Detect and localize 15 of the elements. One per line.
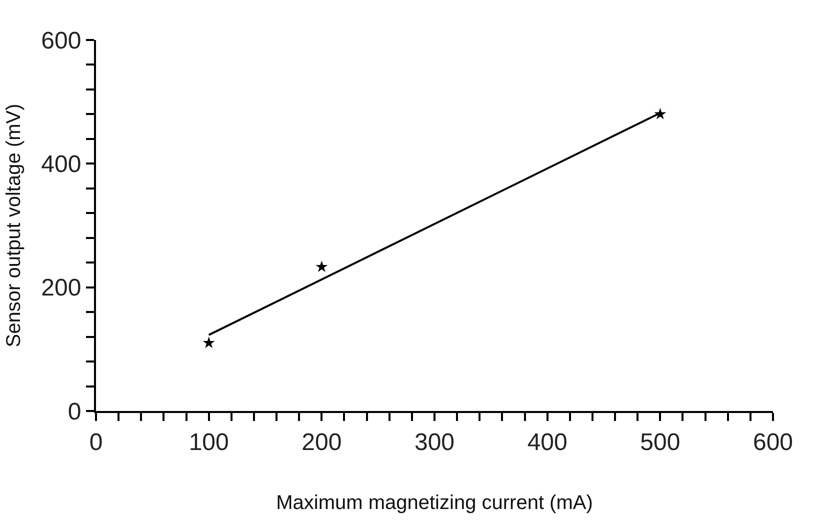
y-tick-label: 400 <box>41 151 82 178</box>
x-tick-label: 300 <box>414 428 455 456</box>
y-tick-label: 0 <box>68 398 82 426</box>
x-tick-label: 400 <box>527 428 568 456</box>
x-tick-label: 200 <box>302 428 342 456</box>
x-axis-title: Maximum magnetizing current (mA) <box>276 492 593 514</box>
y-tick-label: 600 <box>41 27 82 54</box>
x-tick-label: 500 <box>640 428 680 456</box>
point <box>316 260 328 272</box>
y-tick-label: 200 <box>41 274 82 302</box>
x-tick-label: 100 <box>188 428 229 456</box>
x-tick-label: 0 <box>89 428 103 456</box>
x-tick-label: 600 <box>752 428 794 456</box>
point <box>202 336 215 348</box>
y-axis-title: Sensor output voltage (mV) <box>3 104 26 348</box>
